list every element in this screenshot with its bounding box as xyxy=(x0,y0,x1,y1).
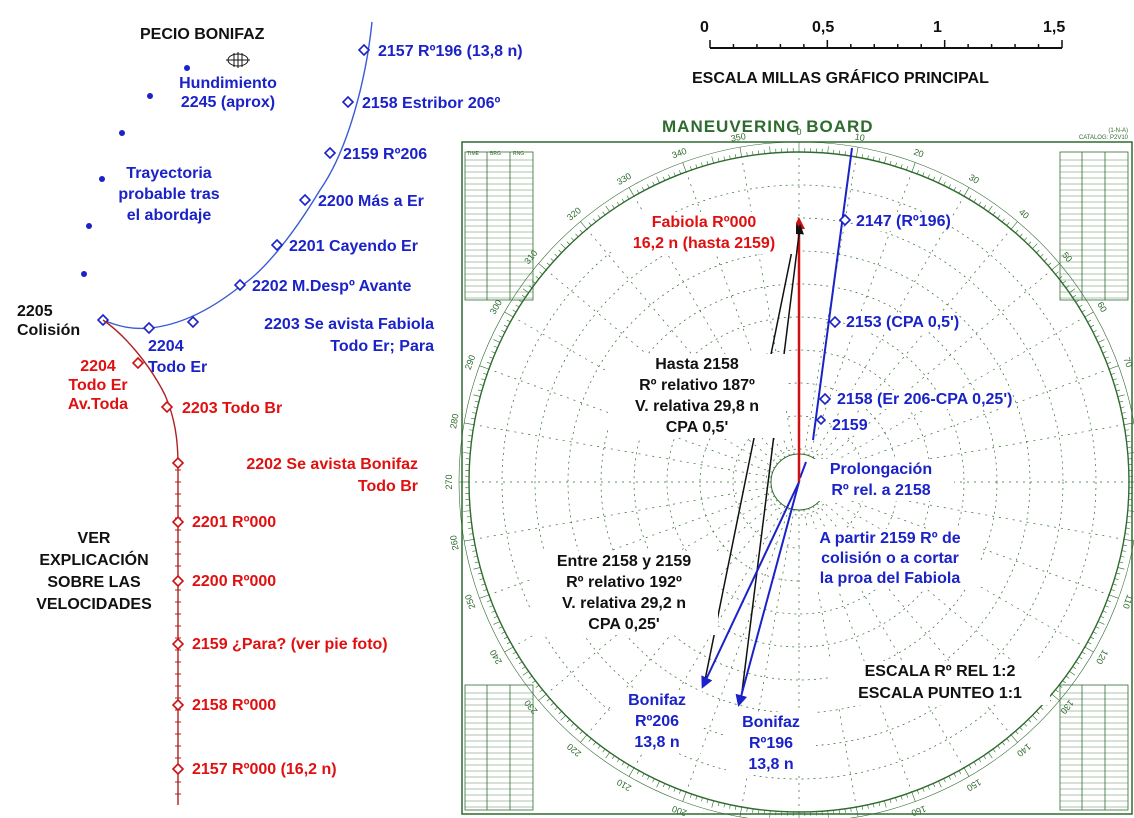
drift-label: Trayectoria probable tras el abordaje xyxy=(118,165,220,224)
bonifaz-2200: 2200 Más a Er xyxy=(318,193,424,210)
bonifaz-2201: 2201 Cayendo Er xyxy=(289,238,418,255)
board-catalog: (1-N-A) CATALOG: P2V10 xyxy=(1078,128,1128,141)
bearing-number: 250 xyxy=(463,593,478,611)
fabiola-2204: 2204 Todo Er Av.Toda xyxy=(67,358,129,413)
bonifaz-2159: 2159 Rº206 xyxy=(343,146,428,163)
collision-label: 2205 Colisión xyxy=(17,303,81,339)
bonifaz-2204: 2204 Todo Er xyxy=(148,338,208,376)
bonifaz-196-label: Bonifaz Rº196 13,8 n xyxy=(726,712,816,775)
scale-tick-1-5: 1,5 xyxy=(1043,19,1066,36)
bonifaz-fix-2203 xyxy=(186,315,200,329)
bearing-number: 260 xyxy=(448,535,460,552)
bonifaz-2202: 2202 M.Despº Avante xyxy=(252,278,412,295)
scale-tick-1: 1 xyxy=(933,19,942,36)
between-2158-2159-label: Entre 2158 y 2159 Rº relativo 192º V. re… xyxy=(530,551,718,635)
bonifaz-2203: 2203 Se avista Fabiola Todo Er; Para xyxy=(264,316,434,355)
fabiola-2157: 2157 Rº000 (16,2 n) xyxy=(192,761,337,778)
bonifaz-fix-2158 xyxy=(341,95,355,109)
see-note: VER EXPLICACIÓN SOBRE LAS VELOCIDADES xyxy=(36,530,152,613)
from-2159-label: A partir 2159 Rº de colisión o a cortar … xyxy=(800,529,980,589)
bearing-number: 40 xyxy=(1017,207,1031,221)
bearing-number: 280 xyxy=(448,413,460,430)
scales-label: ESCALA Rº REL 1:2 ESCALA PUNTEO 1:1 xyxy=(830,661,1050,705)
bearing-number: 340 xyxy=(671,146,689,161)
prolongation-label: Prolongación Rº rel. a 2158 xyxy=(808,459,954,501)
bearing-number: 270 xyxy=(444,474,454,489)
bearing-number: 20 xyxy=(912,147,925,160)
plot-2153: 2153 (CPA 0,5') xyxy=(846,313,960,332)
bearing-number: 60 xyxy=(1095,300,1109,314)
table-header-time: TIME xyxy=(467,151,479,157)
bonifaz-fix-2159 xyxy=(323,146,337,160)
bonifaz-2158: 2158 Estribor 206º xyxy=(362,95,501,112)
bonifaz-fix-2157 xyxy=(357,43,371,57)
bonifaz-206-label: Bonifaz Rº206 13,8 n xyxy=(612,690,702,753)
fabiola-2202: 2202 Se avista Bonifaz Todo Br xyxy=(246,456,418,495)
fabiola-track xyxy=(102,319,185,805)
bearing-number: 290 xyxy=(463,354,478,372)
bearing-number: 50 xyxy=(1060,250,1074,264)
fabiola-2158: 2158 Rº000 xyxy=(192,697,277,714)
plot-2158: 2158 (Er 206-CPA 0,25') xyxy=(837,390,1013,409)
relative-plot xyxy=(701,147,853,707)
miles-scale-bar xyxy=(709,40,1063,49)
bearing-number: 350 xyxy=(730,131,747,143)
wreck-icon xyxy=(226,52,250,68)
bonifaz-fix-2202 xyxy=(233,278,247,292)
bonifaz-fix-2204 xyxy=(142,321,156,335)
scale-label: ESCALA MILLAS GRÁFICO PRINCIPAL xyxy=(692,70,989,87)
drift-dots xyxy=(81,65,190,277)
plot-2147: 2147 (Rº196) xyxy=(856,212,951,231)
plot-2159: 2159 xyxy=(832,416,868,435)
bonifaz-fix-2201 xyxy=(270,238,284,252)
bearing-number: 0 xyxy=(796,127,801,137)
bearing-number: 200 xyxy=(671,804,689,818)
fabiola-2200: 2200 Rº000 xyxy=(192,573,277,590)
table-header-rng: RNG xyxy=(513,151,525,157)
sinking-label: Hundimiento 2245 (aprox) xyxy=(179,75,277,111)
until-2158-label: Hasta 2158 Rº relativo 187º V. relativa … xyxy=(608,354,786,438)
bearing-number: 10 xyxy=(854,132,866,144)
bonifaz-track xyxy=(81,21,373,335)
fabiola-2203: 2203 Todo Br xyxy=(182,400,283,417)
bearing-number: 30 xyxy=(967,172,981,186)
bonifaz-fix-2200 xyxy=(298,193,312,207)
fabiola-2159: 2159 ¿Para? (ver pie foto) xyxy=(192,636,388,653)
wreck-title: PECIO BONIFAZ xyxy=(140,26,265,43)
bonifaz-2157: 2157 Rº196 (13,8 n) xyxy=(378,43,523,60)
fabiola-vector-label: Fabiola Rº000 16,2 n (hasta 2159) xyxy=(612,212,796,254)
bearing-number: 160 xyxy=(910,804,928,818)
scale-tick-0: 0 xyxy=(700,19,709,36)
scale-tick-0-5: 0,5 xyxy=(812,19,835,36)
fabiola-2201: 2201 Rº000 xyxy=(192,514,277,531)
bearing-number: 70 xyxy=(1121,356,1134,369)
table-header-brg: BRG xyxy=(490,151,501,157)
board-title: MANEUVERING BOARD xyxy=(662,117,874,136)
